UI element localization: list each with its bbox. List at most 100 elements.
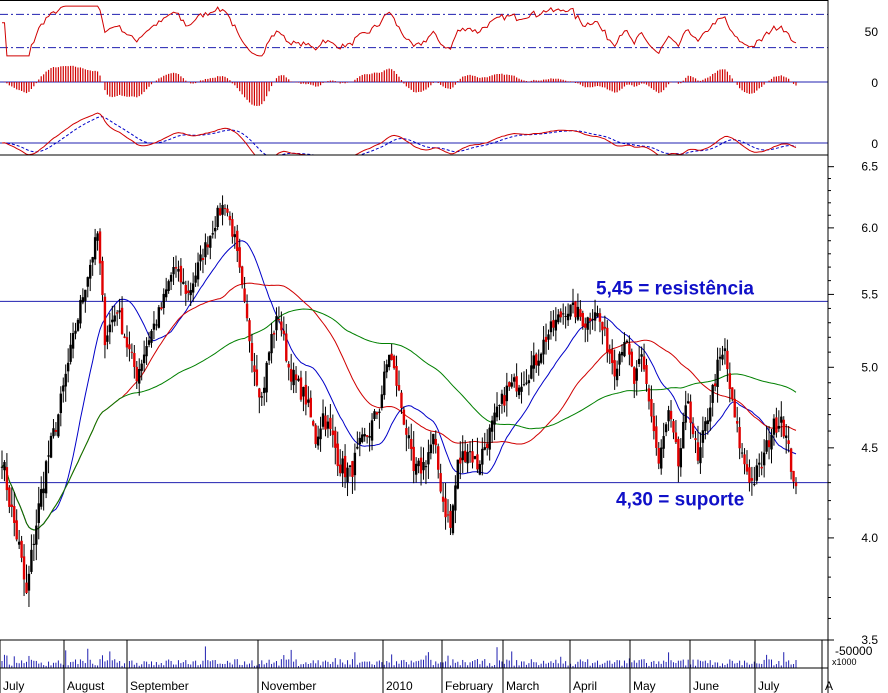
candle-body [784,435,788,438]
candle [54,422,58,436]
candle-body [777,425,781,429]
candle-body [255,369,259,386]
candle [133,344,136,379]
candle [576,293,580,322]
candle-body [118,310,121,313]
candle-body [74,330,77,334]
candle [537,349,540,376]
candle-body [20,540,23,558]
candle [8,485,11,514]
candle [375,411,379,420]
candle-body [775,417,778,433]
candle-body [488,427,491,450]
candle-body [57,414,60,437]
candle [351,460,354,494]
candle-body [236,230,239,252]
candle-body [194,275,197,283]
candle-body [397,385,401,391]
candle-body [468,451,472,453]
candle [255,354,259,387]
candle-body [182,281,185,285]
candle [588,312,592,335]
candle [30,534,33,575]
candle [427,439,430,479]
candle-body [584,323,587,328]
candle [510,374,513,389]
candle-body [437,446,440,470]
candle-body [125,337,129,348]
candle [723,338,727,365]
candle [557,309,560,325]
candle [535,352,538,373]
candle-body [177,268,180,272]
candle-body [794,482,798,487]
candle-body [706,420,709,425]
candle [44,459,48,499]
price-tick-label: 5.0 [861,360,878,374]
price-tick-label: 5.5 [861,287,878,301]
candle-body [701,430,705,443]
candle [750,466,754,496]
candle-body [361,434,364,443]
candle-body [569,304,572,317]
candle [27,565,31,607]
candle [400,390,403,414]
candle [0,450,4,480]
candle [304,371,308,416]
candle-body [471,451,474,463]
candle [260,391,263,406]
candle [709,394,712,431]
candle [486,429,489,456]
candle [314,423,317,448]
candle [245,294,249,322]
candle-body [400,392,403,408]
candle [454,475,457,524]
candle-body [674,432,678,443]
candle-body [253,365,256,372]
candle-body [321,413,325,427]
candle [508,381,511,391]
candle [319,416,322,452]
candle-body [331,430,335,436]
candle [152,311,156,340]
candle [52,419,55,439]
candle [608,344,611,365]
candle [395,355,398,397]
candle-body [71,333,75,349]
candle-body [216,207,219,228]
candle [47,440,50,474]
candle-body [613,360,616,377]
candle [701,416,705,458]
candle-body [204,242,207,258]
candle-body [98,231,102,264]
candle-body [243,288,246,302]
candle [650,385,653,423]
candle-body [682,421,685,449]
candle-body [664,424,668,433]
candle [236,224,239,263]
candle [495,392,499,422]
candle [378,408,381,429]
candle-body [731,387,734,400]
candle [647,384,651,410]
candle [221,195,224,226]
volume-unit-label: x1000 [832,657,857,667]
macd-tick-label: 0 [871,137,878,151]
candle-body [292,369,295,386]
candle-body [375,412,379,415]
candle [321,399,325,430]
candle-body [713,383,717,387]
candle [628,335,631,366]
candle [745,450,749,475]
candle [552,310,555,337]
candle [147,331,151,348]
candle-body [579,309,582,317]
candle [226,204,229,217]
candle-body [297,378,300,381]
candle [789,447,793,480]
candle [735,406,739,433]
candle-body [17,541,21,545]
candle-body [588,318,592,322]
candle [265,361,268,403]
candle [316,425,320,450]
